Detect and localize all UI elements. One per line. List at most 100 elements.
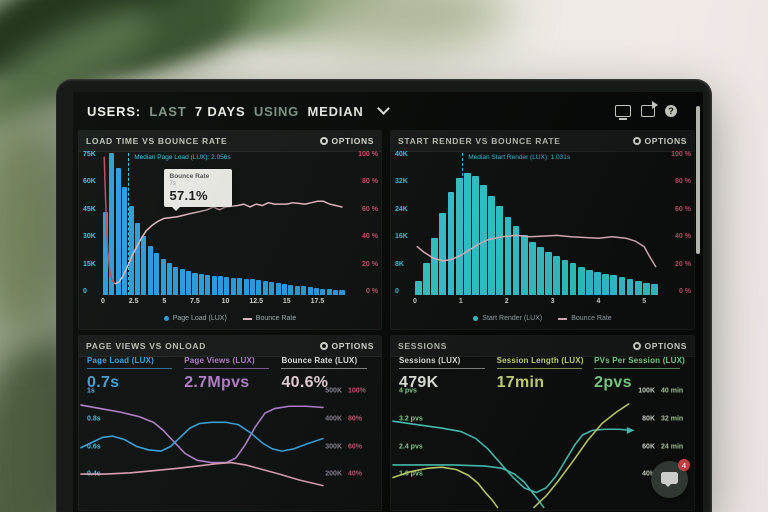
y-axis-tick: 0 (395, 287, 399, 295)
y-axis-tick: 20 % (362, 260, 378, 268)
chart-line (417, 235, 655, 266)
scope-dropdown[interactable]: USERS: LAST 7 DAYS USING MEDIAN (85, 101, 390, 119)
histogram-bar (141, 236, 147, 295)
right-axis-secondary: 40% (348, 470, 363, 478)
y-axis-right: 100 % 80 % 60 % 40 % 20 % 0 % (661, 151, 691, 295)
gear-icon (319, 342, 328, 350)
y-axis-tick: 75K (83, 151, 96, 158)
histogram-bar (198, 274, 204, 295)
tooltip-subtitle: 7s (169, 180, 176, 187)
legend-item[interactable]: Start Render (LUX) (473, 315, 542, 322)
chart-line (81, 405, 323, 463)
right-axis-secondary: 40 min (661, 387, 684, 395)
chart-line (115, 201, 342, 283)
x-axis-tick: 4 (596, 298, 601, 305)
histogram-bar (122, 187, 128, 295)
line-end-marker (626, 426, 635, 434)
median-label: MEDIAN (307, 103, 364, 119)
right-axis-primary: 300K (325, 443, 342, 450)
tooltip-value: 57.1% (169, 187, 208, 203)
chart-line (393, 465, 544, 508)
x-axis-tick: 12.5 (249, 298, 263, 305)
plant-leaf (300, 0, 510, 50)
metric-label: Sessions (LUX) (399, 356, 485, 369)
x-axis: 0 1 2 3 4 5 (413, 298, 658, 307)
histogram-bar (447, 192, 455, 295)
share-icon[interactable] (641, 101, 658, 117)
gear-icon (319, 137, 328, 145)
legend-item[interactable]: Page Load (LUX) (163, 315, 227, 322)
notification-badge: 4 (678, 459, 690, 471)
bounce-rate-line (103, 153, 345, 295)
metric-page-load: Page Load (LUX) 0.7s (87, 356, 184, 402)
display-icon[interactable] (615, 105, 631, 120)
median-annotation: Median Page Load (LUX): 2.056s (134, 154, 231, 161)
y-axis-right: 100 % 80 % 60 % 40 % 20 % 0 % (348, 151, 378, 295)
panel-header: START RENDER VS BOUNCE RATE OPTIONS (391, 131, 694, 152)
x-axis-tick: 0 (413, 298, 417, 305)
metric-value: 479K (399, 374, 439, 391)
legend-item[interactable]: Bounce Rate (242, 315, 296, 322)
metric-value: 2.7Mpvs (184, 374, 250, 391)
y-axis-tick-pair: 80K 32 min (637, 415, 685, 422)
y-axis-tick: 3.2 pvs (399, 415, 423, 423)
histogram-bar (313, 287, 319, 295)
histogram-bar (294, 285, 300, 295)
histogram-bar (545, 252, 553, 295)
legend-item[interactable]: Bounce Rate (558, 315, 612, 322)
histogram-bar (585, 270, 593, 295)
tooltip-title: Bounce Rate (169, 172, 210, 180)
options-button[interactable]: OPTIONS (632, 341, 687, 351)
chart-line (393, 421, 631, 492)
right-axis-primary: 80K (642, 415, 655, 423)
histogram-bar (307, 287, 313, 295)
x-axis-tick: 2.5 (128, 298, 139, 305)
y-axis-tick: 80 % (675, 178, 691, 186)
options-button[interactable]: OPTIONS (632, 136, 687, 146)
histogram-bar (651, 284, 658, 295)
x-axis: 0 2.5 5 7.5 10 12.5 15 17.5 (101, 298, 345, 307)
y-axis-tick: 100 % (671, 151, 691, 158)
histogram-bar (610, 275, 618, 295)
y-axis-tick: 24K (395, 205, 408, 213)
scrollbar[interactable] (696, 106, 700, 254)
histogram-bar (160, 259, 166, 295)
panel-page-views: PAGE VIEWS VS ONLOAD OPTIONS Page Load (… (78, 335, 382, 511)
y-axis-tick: 0.6s (87, 443, 101, 450)
y-axis-tick: 45K (83, 205, 96, 213)
y-axis-tick: 30K (83, 233, 96, 241)
x-axis-tick: 0 (101, 298, 105, 305)
histogram-bar (237, 277, 243, 295)
legend-label: Bounce Rate (571, 315, 612, 322)
histogram-bar (269, 281, 275, 295)
histogram-bar (594, 271, 601, 295)
panel-header: LOAD TIME VS BOUNCE RATE OPTIONS (79, 131, 381, 152)
using-label: USING (253, 103, 300, 119)
metric-label: PVs Per Session (LUX) (594, 356, 685, 369)
laptop-bezel: USERS: LAST 7 DAYS USING MEDIAN ? LOAD T… (56, 79, 712, 512)
chat-button[interactable]: 4 (651, 459, 690, 498)
users-label: USERS: (87, 103, 141, 119)
y-axis-tick: 40 % (362, 233, 378, 241)
options-button[interactable]: OPTIONS (319, 136, 374, 146)
legend-label: Start Render (LUX) (482, 315, 543, 322)
histogram-bar (243, 278, 249, 295)
right-axis-primary: 100K (638, 387, 655, 395)
y-axis-tick: 1s (87, 387, 95, 395)
panel-title: START RENDER VS BOUNCE RATE (398, 136, 561, 146)
y-axis-tick: 2.4 pvs (399, 443, 423, 450)
panel-start-render: START RENDER VS BOUNCE RATE OPTIONS 40K 3… (390, 130, 695, 330)
chart-line (534, 404, 629, 508)
histogram-bar (109, 153, 115, 295)
help-icon[interactable]: ? (665, 105, 677, 117)
histogram-bar (224, 277, 230, 295)
plot: 1s 0.8s 0.6s 0.4s (81, 387, 323, 504)
histogram-bar (602, 273, 610, 295)
line-chart (81, 389, 323, 504)
options-button[interactable]: OPTIONS (319, 341, 374, 351)
histogram-bar (626, 279, 634, 295)
chat-icon (661, 472, 678, 487)
metrics-row: Page Load (LUX) 0.7s Page Views (LUX) 2.… (87, 356, 379, 402)
right-axis-secondary: 32 min (661, 415, 684, 423)
histogram-bar (115, 168, 121, 295)
